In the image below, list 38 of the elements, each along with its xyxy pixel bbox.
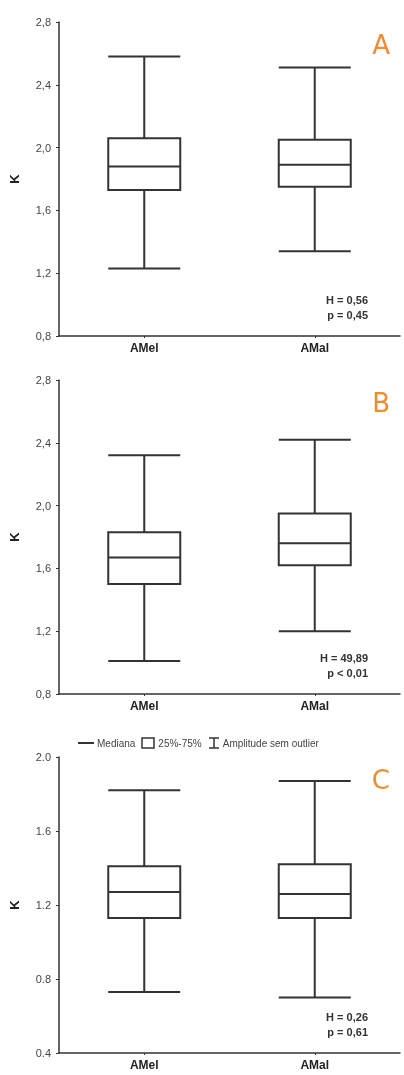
text: Amplitude sem outlier <box>222 737 319 749</box>
y-tick-label: 1,6 <box>35 204 51 217</box>
y-tick-label: 1.2 <box>35 899 51 911</box>
x-tick-label: AMal <box>300 341 330 355</box>
y-tick-label: 0,8 <box>35 330 51 342</box>
y-tick-label: 2,4 <box>35 436 51 449</box>
y-tick-label: 0.8 <box>35 973 51 985</box>
annotation: p = 0,45 <box>327 308 369 321</box>
x-tick-label: AMal <box>300 1058 330 1072</box>
annotation: p = 0,61 <box>327 1025 369 1038</box>
y-tick-label: 0.4 <box>35 1047 51 1059</box>
annotation: H = 49,89 <box>319 651 369 664</box>
y-tick-label: 1.6 <box>35 825 51 837</box>
y-tick-label: 2.0 <box>35 751 51 763</box>
y-axis-title: K <box>7 173 22 184</box>
y-tick-label: 2,8 <box>35 16 51 28</box>
x-tick-label: AMal <box>300 699 330 713</box>
y-tick-label: 1,2 <box>35 625 51 638</box>
annotation: H = 0,56 <box>326 293 368 306</box>
x-tick-label: AMel <box>129 1058 159 1072</box>
x-tick-label: AMel <box>129 341 159 355</box>
y-tick-label: 1,2 <box>35 267 51 280</box>
y-axis-title: K <box>7 899 22 910</box>
annotation: p < 0,01 <box>327 666 369 679</box>
y-axis-title: K <box>7 531 22 542</box>
y-tick-label: 1,6 <box>35 562 51 575</box>
y-tick-label: 2,4 <box>35 78 51 91</box>
annotation: B <box>372 388 391 418</box>
y-tick-label: 0,8 <box>35 688 51 700</box>
annotation: H = 0,26 <box>326 1010 368 1023</box>
annotation: C <box>371 765 390 795</box>
x-tick-label: AMel <box>129 699 159 713</box>
text: 25%-75% <box>158 737 202 749</box>
y-tick-label: 2,0 <box>35 499 51 512</box>
annotation: A <box>372 30 391 60</box>
y-tick-label: 2,8 <box>35 374 51 386</box>
text: Mediana <box>97 737 136 749</box>
y-tick-label: 2,0 <box>35 141 51 154</box>
